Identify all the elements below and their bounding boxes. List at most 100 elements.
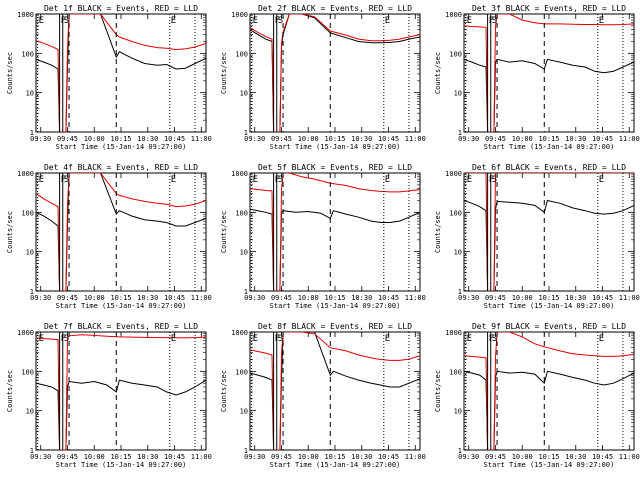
y-tick-label: 100 (235, 50, 248, 58)
event-marker-label: F (275, 334, 280, 344)
x-tick-label: 10:15 (110, 135, 131, 143)
x-tick-label: 10:00 (84, 294, 105, 302)
event-marker-label: F (489, 334, 494, 344)
event-marker-label: E (599, 175, 604, 185)
y-axis-label: Counts/sec (434, 52, 442, 94)
panel: Det 6f BLACK = Events, RED = LLD 1 10 100 10… (434, 163, 640, 310)
series-line-events (250, 332, 420, 450)
x-tick-label: 10:45 (378, 294, 399, 302)
y-tick-label: 100 (449, 50, 462, 58)
panel-title: Det 7f BLACK = Events, RED = LLD (44, 322, 198, 331)
x-tick-label: 10:45 (378, 135, 399, 143)
panel-title: Det 2f BLACK = Events, RED = LLD (258, 4, 412, 13)
x-tick-label: 10:30 (137, 453, 158, 461)
plot-frame (249, 331, 421, 451)
event-marker-label: E (467, 175, 472, 185)
x-tick-label: 09:30 (244, 453, 265, 461)
series-line-events (250, 14, 420, 132)
y-tick-label: 1 (244, 288, 248, 296)
y-axis-label: Counts/sec (434, 211, 442, 253)
series-line-events (464, 370, 634, 450)
plot-frame (463, 13, 635, 133)
event-marker-label: E (385, 175, 390, 185)
event-marker-label: F (489, 175, 494, 185)
x-tick-label: 09:30 (30, 294, 51, 302)
event-marker-label: S (64, 16, 69, 26)
plot-frame (249, 172, 421, 292)
event-marker-label: F (489, 16, 494, 26)
x-axis-label: Start Time (15-Jan-14 09:27:00) (56, 302, 187, 310)
plot-frame (35, 13, 207, 133)
x-tick-label: 09:45 (485, 294, 506, 302)
x-tick-label: 10:30 (565, 294, 586, 302)
x-tick-label: 09:30 (244, 294, 265, 302)
x-tick-label: 10:30 (137, 294, 158, 302)
series-line-events (36, 173, 206, 291)
event-marker-label: E (171, 175, 176, 185)
event-marker-label: S (64, 175, 69, 185)
event-marker-label: E (599, 334, 604, 344)
y-tick-label: 10 (26, 249, 34, 257)
x-tick-label: 09:45 (57, 135, 78, 143)
y-tick-label: 10 (240, 408, 248, 416)
x-tick-label: 10:00 (84, 135, 105, 143)
x-tick-label: 10:15 (538, 453, 559, 461)
y-tick-label: 1000 (17, 329, 34, 337)
x-tick-label: 10:00 (512, 453, 533, 461)
plot-frame (35, 172, 207, 292)
x-tick-label: 10:15 (110, 453, 131, 461)
series-line-lld (250, 332, 420, 450)
series-line-events (36, 379, 206, 450)
panel-title: Det 3f BLACK = Events, RED = LLD (472, 4, 626, 13)
y-tick-label: 10 (454, 249, 462, 257)
series-line-lld (464, 173, 634, 291)
x-tick-label: 10:00 (84, 453, 105, 461)
y-tick-label: 10 (26, 408, 34, 416)
panel-title: Det 1f BLACK = Events, RED = LLD (44, 4, 198, 13)
event-marker-label: S (492, 175, 497, 185)
x-tick-label: 10:15 (324, 453, 345, 461)
x-tick-label: 10:30 (351, 453, 372, 461)
x-tick-label: 09:30 (458, 294, 479, 302)
x-tick-label: 10:15 (538, 294, 559, 302)
panel: Det 7f BLACK = Events, RED = LLD 1 10 100 10… (6, 322, 212, 469)
series-line-events (464, 199, 634, 291)
x-tick-label: 10:45 (378, 453, 399, 461)
series-line-events (36, 14, 206, 132)
y-axis-label: Counts/sec (220, 52, 228, 94)
y-tick-label: 1000 (445, 329, 462, 337)
event-marker-label: E (39, 334, 44, 344)
y-tick-label: 100 (235, 368, 248, 376)
plot-frame (35, 331, 207, 451)
x-tick-label: 09:45 (271, 135, 292, 143)
y-tick-label: 1 (244, 447, 248, 455)
event-marker-label: S (492, 16, 497, 26)
x-tick-label: 09:45 (271, 294, 292, 302)
y-tick-label: 1 (458, 129, 462, 137)
event-marker-label: F (61, 16, 66, 26)
x-tick-label: 11:00 (619, 135, 640, 143)
series-line-lld (464, 14, 634, 132)
panel: Det 2f BLACK = Events, RED = LLD 1 10 100 10… (220, 4, 426, 151)
y-tick-label: 1 (30, 129, 34, 137)
x-tick-label: 09:30 (458, 135, 479, 143)
x-tick-label: 09:30 (30, 135, 51, 143)
x-tick-label: 10:30 (137, 135, 158, 143)
x-tick-label: 09:45 (57, 453, 78, 461)
event-marker-label: E (385, 334, 390, 344)
x-tick-label: 11:00 (191, 453, 212, 461)
x-axis-label: Start Time (15-Jan-14 09:27:00) (484, 461, 615, 469)
y-tick-label: 100 (449, 368, 462, 376)
plot-frame (463, 331, 635, 451)
event-marker-label: E (467, 16, 472, 26)
x-axis-label: Start Time (15-Jan-14 09:27:00) (56, 461, 187, 469)
event-marker-label: E (39, 175, 44, 185)
y-tick-label: 10 (26, 90, 34, 98)
x-tick-label: 11:00 (191, 135, 212, 143)
y-axis-label: Counts/sec (6, 370, 14, 412)
event-marker-label: F (275, 16, 280, 26)
event-marker-label: E (253, 175, 258, 185)
x-tick-label: 10:30 (565, 135, 586, 143)
x-tick-label: 11:00 (405, 294, 426, 302)
